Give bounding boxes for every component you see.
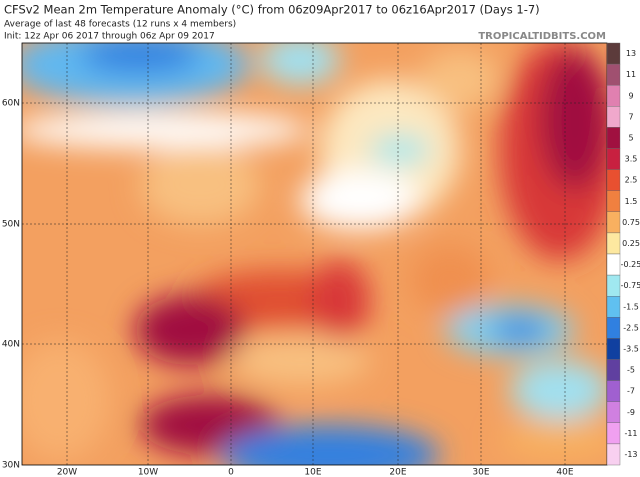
colorbar-label: -3.5 xyxy=(623,344,639,353)
lon-label: 10W xyxy=(138,468,158,477)
map xyxy=(22,43,607,465)
lat-label: 40N xyxy=(2,340,20,350)
colorbar-label: 11 xyxy=(626,70,636,79)
lon-label: 30E xyxy=(472,468,489,477)
title: CFSv2 Mean 2m Temperature Anomaly (°C) f… xyxy=(4,3,540,17)
colorbar-segment xyxy=(606,148,621,170)
colorbar-segment xyxy=(606,127,621,149)
lat-label: 50N xyxy=(2,220,20,230)
axes: 60N 50N 40N 30N 20W 10W 0 10E 20E 30E 40E xyxy=(2,99,574,477)
colorbar-segment xyxy=(606,84,621,107)
subtitle: Average of last 48 forecasts (12 runs x … xyxy=(4,20,236,30)
colorbar-segment xyxy=(606,338,621,360)
lat-label: 60N xyxy=(2,99,20,109)
colorbar-label: -0.75 xyxy=(621,281,640,290)
colorbar-label: 2.5 xyxy=(625,176,638,185)
colorbar-segment xyxy=(606,232,621,255)
colorbar-segment xyxy=(606,211,621,234)
lon-label: 40E xyxy=(556,468,573,477)
colorbar-segment xyxy=(606,317,621,339)
lat-label: 30N xyxy=(2,461,20,471)
colorbar-label: 5 xyxy=(628,133,633,142)
colorbar-label: 0.25 xyxy=(622,239,640,248)
lon-label: 20E xyxy=(389,468,406,477)
colorbar-segment xyxy=(606,63,621,86)
colorbar-segment xyxy=(606,443,621,466)
lon-label: 20W xyxy=(57,468,77,477)
colorbar-label: -2.5 xyxy=(623,323,639,332)
colorbar-segment xyxy=(606,296,621,318)
colorbar-segment xyxy=(606,190,621,212)
lon-label: 0 xyxy=(228,468,234,477)
colorbar-segment xyxy=(606,359,621,381)
lon-label: 10E xyxy=(304,468,321,477)
colorbar-segment xyxy=(606,380,621,402)
colorbar-label: -13 xyxy=(624,450,637,459)
colorbar-segment xyxy=(606,42,621,65)
colorbar-segment xyxy=(606,253,621,276)
colorbar: 13 11 9 7 5 3.5 2.5 1.5 0.75 0.25 -0.25 -0.75 -1.5 -2… xyxy=(606,42,640,466)
colorbar-label: 7 xyxy=(628,112,633,121)
colorbar-label: -11 xyxy=(624,429,637,438)
init-time: Init: 12z Apr 06 2017 through 06z Apr 09… xyxy=(4,32,215,42)
colorbar-segment xyxy=(606,401,621,424)
colorbar-label: -7 xyxy=(627,387,635,396)
colorbar-label: -9 xyxy=(627,408,635,417)
colorbar-label: 13 xyxy=(626,49,636,58)
colorbar-label: 9 xyxy=(628,91,633,100)
colorbar-segment xyxy=(606,106,621,128)
colorbar-segment xyxy=(606,274,621,297)
site-name: TROPICALTIDBITS.COM xyxy=(478,31,606,42)
colorbar-segment xyxy=(606,169,621,191)
colorbar-label: -5 xyxy=(627,366,635,375)
colorbar-segment xyxy=(606,422,621,445)
colorbar-label: -1.5 xyxy=(623,302,639,311)
colorbar-label: -0.25 xyxy=(621,260,640,269)
colorbar-label: 0.75 xyxy=(622,218,640,227)
colorbar-label: 1.5 xyxy=(625,197,638,206)
colorbar-label: 3.5 xyxy=(625,155,638,164)
